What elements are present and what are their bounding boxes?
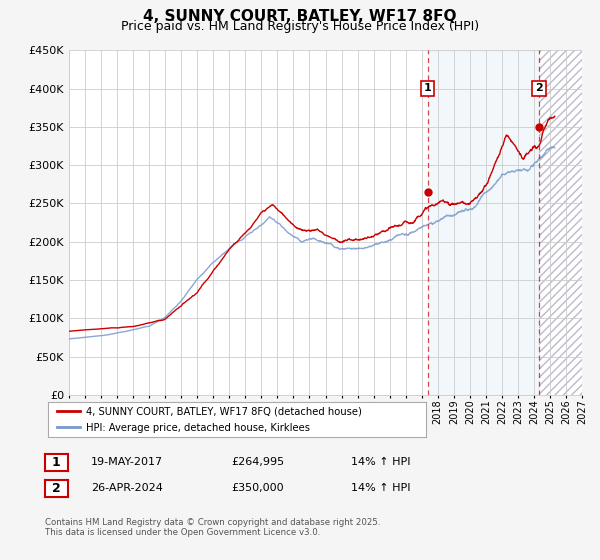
Text: 14% ↑ HPI: 14% ↑ HPI	[351, 457, 410, 467]
Text: 2: 2	[52, 482, 61, 495]
Text: 4, SUNNY COURT, BATLEY, WF17 8FQ (detached house): 4, SUNNY COURT, BATLEY, WF17 8FQ (detach…	[86, 407, 362, 417]
Text: £264,995: £264,995	[231, 457, 284, 467]
Text: 4, SUNNY COURT, BATLEY, WF17 8FQ: 4, SUNNY COURT, BATLEY, WF17 8FQ	[143, 9, 457, 24]
Text: 14% ↑ HPI: 14% ↑ HPI	[351, 483, 410, 493]
Bar	[539, 50, 582, 395]
Text: 1: 1	[52, 456, 61, 469]
Bar	[539, 50, 582, 395]
Text: 26-APR-2024: 26-APR-2024	[91, 483, 163, 493]
Text: HPI: Average price, detached house, Kirklees: HPI: Average price, detached house, Kirk…	[86, 423, 310, 433]
Text: Contains HM Land Registry data © Crown copyright and database right 2025.
This d: Contains HM Land Registry data © Crown c…	[45, 518, 380, 538]
Bar	[428, 50, 539, 395]
Text: £350,000: £350,000	[231, 483, 284, 493]
Text: 19-MAY-2017: 19-MAY-2017	[91, 457, 163, 467]
Text: 1: 1	[424, 83, 431, 94]
Text: 2: 2	[535, 83, 543, 94]
Text: Price paid vs. HM Land Registry's House Price Index (HPI): Price paid vs. HM Land Registry's House …	[121, 20, 479, 32]
